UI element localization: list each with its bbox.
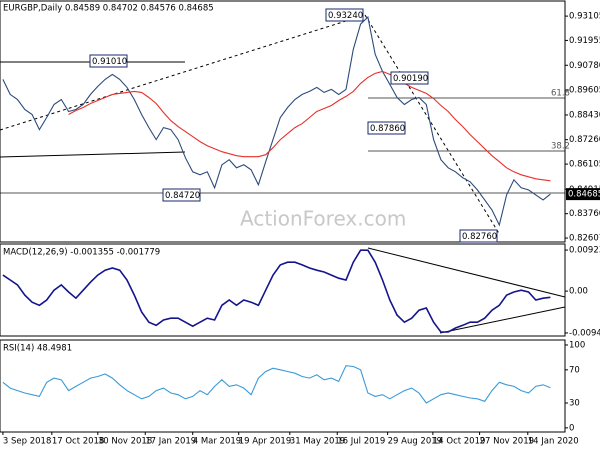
chart-title: EURGBP,Daily 0.84589 0.84702 0.84576 0.8… [3, 4, 214, 14]
y-tick-label: 0.86105 [569, 160, 600, 170]
y-tick-label: 0 [569, 423, 574, 433]
panel-frame [0, 339, 566, 433]
annotation: 0.90190 [393, 74, 428, 84]
x-tick-label: 29 Aug 2019 [388, 437, 442, 447]
fib-label: 38.2 [551, 142, 570, 152]
panel-frame [0, 243, 566, 337]
x-tick-label: 30 Nov 2018 [98, 437, 152, 447]
x-tick-label: 4 Mar 2019 [193, 437, 241, 447]
series-line [2, 16, 551, 227]
annotations: 0.93240 0.91010 0.84720 0.90190 0.87860 … [89, 8, 570, 243]
annotation-box [89, 54, 128, 68]
annotation-box [162, 188, 201, 202]
annotation: 0.84720 [165, 191, 200, 201]
y-tick-label: -0.009413 [569, 328, 600, 338]
annotation: 0.91010 [92, 57, 127, 67]
y-tick-label: 0.00 [569, 287, 588, 297]
x-tick-label: 31 May 2019 [290, 437, 345, 447]
price-box [566, 188, 600, 201]
y-tick-label: 0.009237 [569, 246, 600, 256]
watermark: ActionForex.com [240, 207, 406, 231]
annotation-box [390, 71, 429, 85]
x-tick-label: 19 Apr 2019 [239, 437, 292, 447]
annotation: 0.82760 [462, 232, 497, 242]
y-tick-label: 0.82607 [569, 234, 600, 244]
fib-label: 61.8 [551, 89, 570, 99]
y-tick-label: 70 [569, 365, 580, 375]
x-tick-label: 3 Sep 2018 [3, 437, 51, 447]
trend-line [367, 247, 566, 298]
x-tick-label: 14 Jan 2020 [528, 437, 579, 447]
x-tick-label: 16 Jul 2019 [337, 437, 385, 447]
y-tick-label: 100 [569, 340, 585, 350]
y-tick-label: 0.91955 [569, 36, 600, 46]
panel-title: RSI(14) 48.4981 [3, 344, 72, 354]
annotation: 0.93240 [328, 11, 363, 21]
panel-title: MACD(12,26,9) -0.001355 -0.001779 [3, 248, 160, 258]
y-tick-label: 30 [569, 398, 580, 408]
y-tick-label: 0.89605 [569, 86, 600, 96]
trend-line [439, 306, 566, 334]
annotation-box [367, 121, 406, 135]
x-tick-label: 14 Oct 2019 [433, 437, 486, 447]
price-label: 0.84685 [568, 190, 600, 200]
trend-line [0, 151, 186, 158]
series-line [2, 249, 551, 333]
x-tick-label: 27 Nov 2019 [480, 437, 534, 447]
x-tick-label: 17 Oct 2018 [52, 437, 105, 447]
trend-line [364, 14, 501, 236]
trend-line [0, 14, 366, 131]
annotation-box [325, 8, 364, 22]
y-tick-label: 0.93105 [569, 12, 600, 22]
panel-frame [0, 0, 566, 243]
annotation-box [459, 229, 498, 243]
x-tick-label: 17 Jan 2019 [145, 437, 196, 447]
series-line [68, 70, 551, 182]
annotation: 0.87860 [370, 124, 405, 134]
series-line [2, 365, 551, 404]
